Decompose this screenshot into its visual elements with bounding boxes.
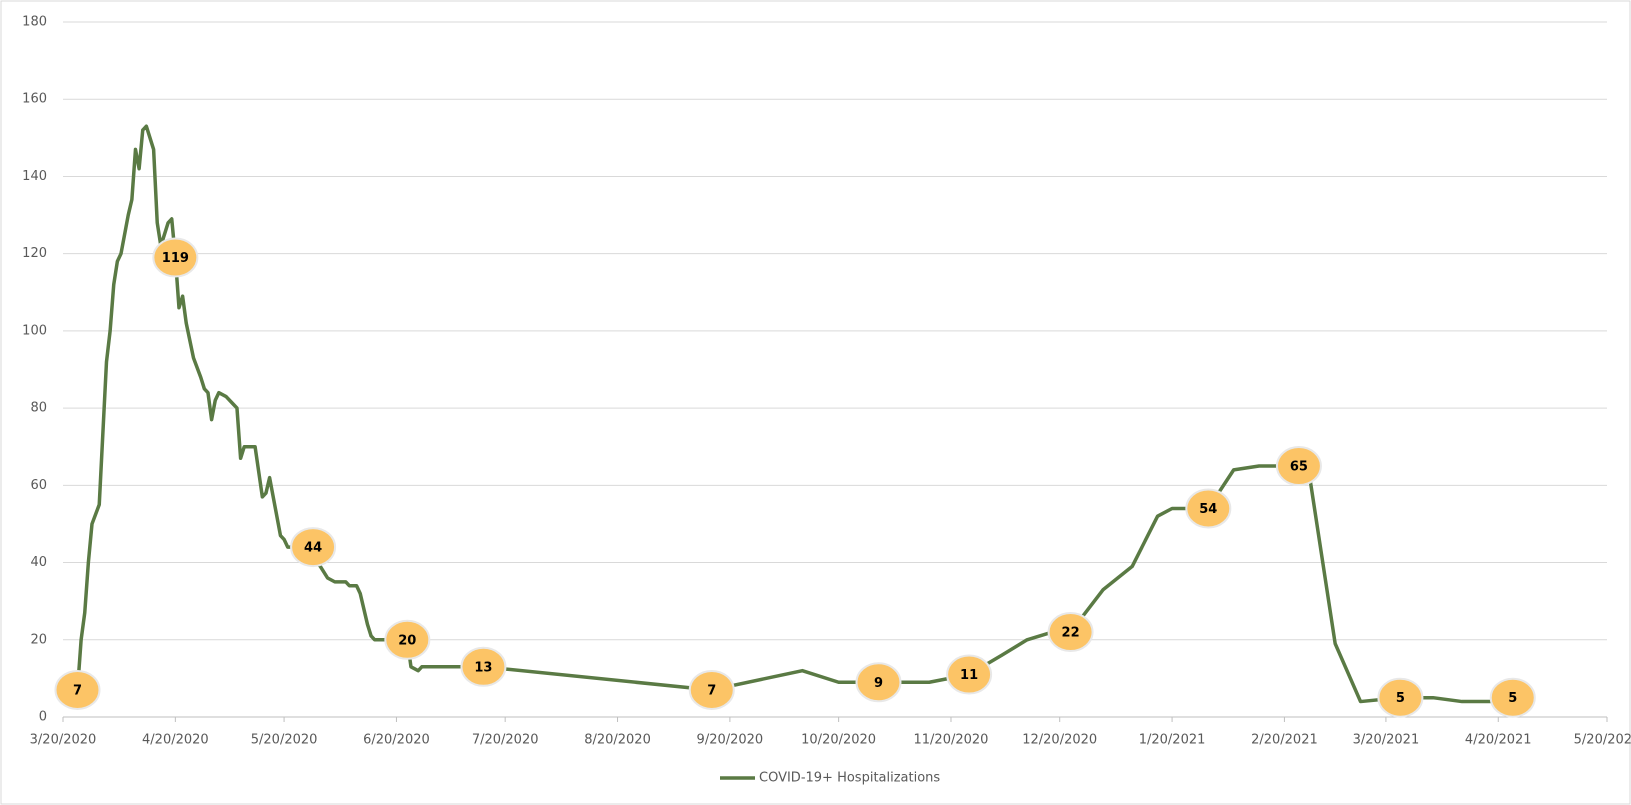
data-label-bubble — [460, 646, 507, 687]
data-label-bubble — [1377, 677, 1424, 718]
y-tick-label: 160 — [22, 92, 47, 107]
y-tick-label: 140 — [22, 169, 47, 184]
data-label: 11 — [960, 668, 978, 683]
y-tick-label: 100 — [22, 323, 47, 338]
x-tick-label: 2/20/2021 — [1251, 733, 1318, 748]
x-tick-label: 3/20/2020 — [30, 733, 97, 748]
data-label: 65 — [1290, 460, 1308, 475]
x-tick-label: 1/20/2021 — [1139, 733, 1206, 748]
data-label: 44 — [304, 541, 322, 556]
x-tick-label: 5/20/2020 — [251, 733, 318, 748]
x-tick-label: 11/20/2020 — [914, 733, 989, 748]
data-label: 20 — [398, 633, 416, 648]
y-tick-label: 40 — [30, 555, 47, 570]
data-label-bubble — [688, 669, 735, 710]
data-label: 5 — [1508, 691, 1517, 706]
x-tick-label: 3/20/2021 — [1353, 733, 1420, 748]
y-tick-label: 60 — [30, 478, 47, 493]
y-tick-label: 20 — [30, 632, 47, 647]
data-label-bubble — [152, 237, 199, 278]
y-tick-label: 180 — [22, 15, 47, 30]
x-tick-label: 7/20/2020 — [472, 733, 539, 748]
y-tick-label: 120 — [22, 246, 47, 261]
y-tick-label: 0 — [39, 710, 47, 725]
x-tick-label: 4/20/2021 — [1465, 733, 1532, 748]
x-tick-label: 4/20/2020 — [142, 733, 209, 748]
data-label: 7 — [707, 683, 716, 698]
data-label: 13 — [474, 660, 492, 675]
x-tick-label: 8/20/2020 — [584, 733, 651, 748]
data-label-bubble — [1047, 612, 1094, 653]
data-label-bubble — [290, 527, 337, 568]
x-tick-label: 9/20/2020 — [697, 733, 764, 748]
data-label: 54 — [1199, 502, 1217, 517]
data-label-bubble — [1275, 446, 1322, 487]
data-label-bubble — [855, 662, 902, 703]
data-label: 119 — [162, 251, 189, 266]
data-label: 9 — [874, 676, 883, 691]
x-tick-label: 12/20/2020 — [1022, 733, 1097, 748]
data-label: 22 — [1062, 626, 1080, 641]
data-label: 7 — [73, 683, 82, 698]
data-label-bubble — [1489, 677, 1536, 718]
data-label-bubble — [946, 654, 993, 695]
x-tick-label: 10/20/2020 — [801, 733, 876, 748]
data-label: 5 — [1396, 691, 1405, 706]
legend-label: COVID-19+ Hospitalizations — [759, 771, 940, 786]
data-label-bubble — [384, 619, 431, 660]
y-tick-label: 80 — [30, 401, 47, 416]
x-tick-label: 6/20/2020 — [363, 733, 430, 748]
x-tick-label: 5/20/2021 — [1574, 733, 1631, 748]
data-label-bubble — [1185, 488, 1232, 529]
data-label-bubble — [54, 669, 101, 710]
